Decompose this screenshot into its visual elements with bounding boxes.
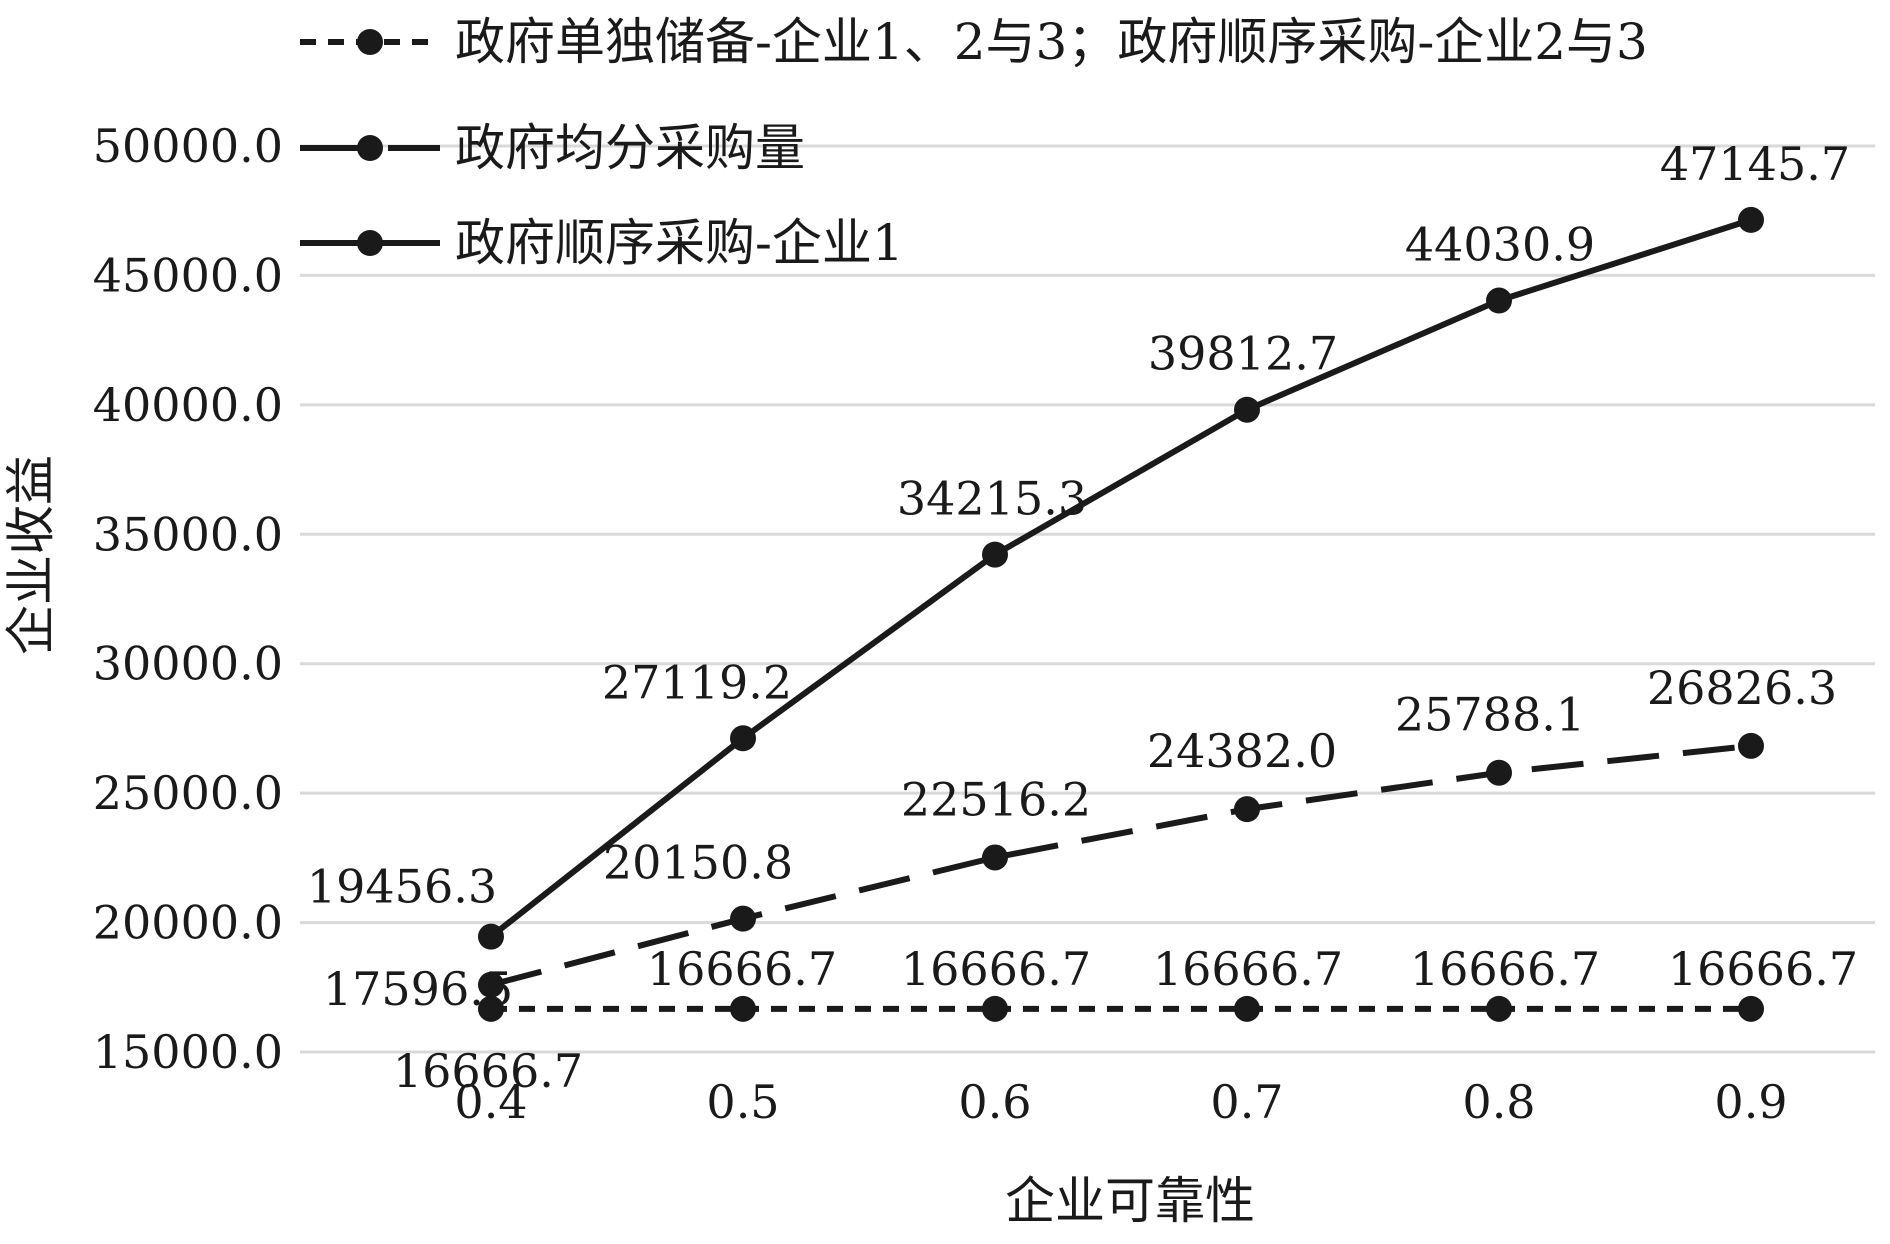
- data-point: [478, 995, 504, 1022]
- legend-label: 政府单独储备-企业1、2与3；政府顺序采购-企业2与3: [455, 13, 1648, 71]
- x-tick-label: 0.9: [1714, 1075, 1787, 1129]
- x-tick-label: 0.8: [1462, 1075, 1535, 1129]
- data-label: 26826.3: [1647, 661, 1837, 715]
- legend-label: 政府均分采购量: [455, 119, 805, 177]
- data-point: [478, 971, 504, 998]
- data-label: 16666.7: [1410, 942, 1600, 996]
- data-point: [730, 725, 756, 752]
- y-tick-label: 50000.0: [93, 119, 283, 173]
- y-tick-label: 20000.0: [93, 896, 283, 950]
- y-tick-label: 35000.0: [93, 507, 283, 561]
- data-label: 16666.7: [393, 1044, 583, 1098]
- y-axis-ticks: 50000.0 45000.0 40000.0 35000.0 30000.0 25000…: [93, 119, 283, 1079]
- data-point: [982, 844, 1008, 871]
- data-point: [982, 995, 1008, 1022]
- data-point: [730, 905, 756, 932]
- x-tick-label: 0.7: [1210, 1075, 1283, 1129]
- data-label: 47145.7: [1660, 137, 1850, 191]
- legend: 政府单独储备-企业1、2与3；政府顺序采购-企业2与3 政府均分采购量政府顺序采购…: [300, 13, 1648, 272]
- legend-marker: [357, 135, 383, 161]
- data-label: 16666.7: [647, 942, 837, 996]
- y-tick-label: 30000.0: [93, 637, 283, 691]
- legend-marker: [357, 230, 383, 256]
- data-label: 16666.7: [1668, 942, 1858, 996]
- x-axis-title: 企业可靠性: [1005, 1172, 1255, 1230]
- data-label: 44030.9: [1405, 218, 1595, 272]
- data-label: 22516.2: [901, 772, 1091, 826]
- data-point: [730, 995, 756, 1022]
- y-tick-label: 25000.0: [93, 766, 283, 820]
- legend-marker: [357, 29, 383, 55]
- data-label: 39812.7: [1148, 327, 1338, 381]
- data-label: 16666.7: [901, 942, 1091, 996]
- grid-lines: [300, 144, 1875, 1054]
- data-labels: 16666.7 16666.7 16666.7 16666.7 16666.7 16666…: [307, 137, 1858, 1098]
- data-label: 16666.7: [1153, 942, 1343, 996]
- data-label: 19456.3: [307, 860, 497, 914]
- data-point: [1738, 206, 1764, 233]
- series-line-2: [490, 742, 1752, 988]
- x-tick-label: 0.6: [958, 1075, 1031, 1129]
- series-line-3: [489, 217, 1752, 940]
- data-label: 17596.5: [323, 962, 513, 1016]
- data-point: [1486, 995, 1512, 1022]
- data-label: 25788.1: [1395, 688, 1585, 742]
- legend-label: 政府顺序采购-企业1: [455, 214, 904, 272]
- data-label: 20150.8: [603, 836, 793, 890]
- x-tick-label: 0.5: [706, 1075, 779, 1129]
- data-point: [1738, 732, 1764, 759]
- data-point: [1234, 396, 1260, 423]
- data-label: 24382.0: [1147, 724, 1337, 778]
- data-point: [1486, 759, 1512, 786]
- y-tick-label: 15000.0: [93, 1025, 283, 1079]
- data-point: [1234, 995, 1260, 1022]
- x-axis-ticks: 0.4 0.5 0.6 0.7 0.8 0.9: [454, 1075, 1787, 1129]
- data-point: [1234, 796, 1260, 823]
- data-label: 27119.2: [602, 655, 792, 709]
- data-label: 34215.3: [897, 472, 1087, 526]
- y-axis-title: 企业收益: [2, 455, 60, 655]
- data-point: [982, 541, 1008, 568]
- x-tick-label: 0.4: [454, 1075, 527, 1129]
- data-point: [1486, 287, 1512, 314]
- data-point: [478, 923, 504, 950]
- y-tick-label: 40000.0: [93, 378, 283, 432]
- data-point: [1738, 995, 1764, 1022]
- series-lines: [478, 206, 1764, 1022]
- y-tick-label: 45000.0: [93, 248, 283, 302]
